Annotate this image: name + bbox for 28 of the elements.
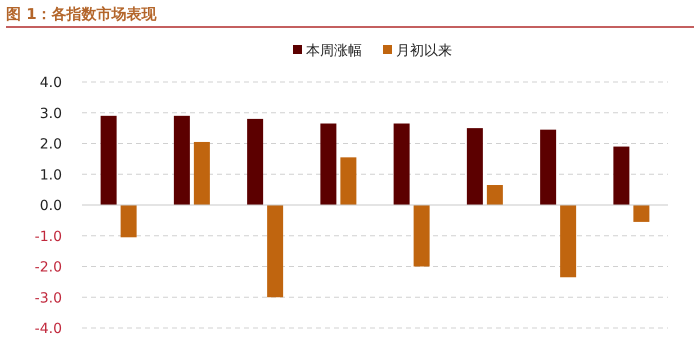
bar xyxy=(486,185,503,205)
y-tick-label: -4.0 xyxy=(34,321,62,337)
bar xyxy=(194,142,210,205)
bar xyxy=(247,118,264,205)
y-tick-label: 2.0 xyxy=(40,136,62,152)
bar xyxy=(100,116,117,205)
legend-label: 月初以来 xyxy=(396,43,452,59)
chart-title: 图 1：各指数市场表现 xyxy=(6,5,158,23)
bar xyxy=(466,128,483,205)
y-tick-label: 0.0 xyxy=(40,198,62,214)
bar xyxy=(340,157,356,205)
bar xyxy=(394,124,410,205)
bar xyxy=(414,205,430,266)
bar xyxy=(320,124,336,205)
y-tick-label: 1.0 xyxy=(40,167,62,184)
y-tick-label: 4.0 xyxy=(40,75,62,91)
bar xyxy=(267,205,284,298)
y-tick-label: -2.0 xyxy=(34,260,62,276)
y-tick-label: 3.0 xyxy=(40,106,62,122)
bar xyxy=(613,146,630,205)
bar xyxy=(633,205,650,222)
y-tick-label: -1.0 xyxy=(34,228,62,245)
legend-label: 本周涨幅 xyxy=(306,43,362,59)
bar xyxy=(120,205,137,238)
bar xyxy=(560,205,576,278)
y-tick-label: -3.0 xyxy=(34,290,62,306)
bar xyxy=(540,130,556,205)
bar xyxy=(174,116,190,205)
